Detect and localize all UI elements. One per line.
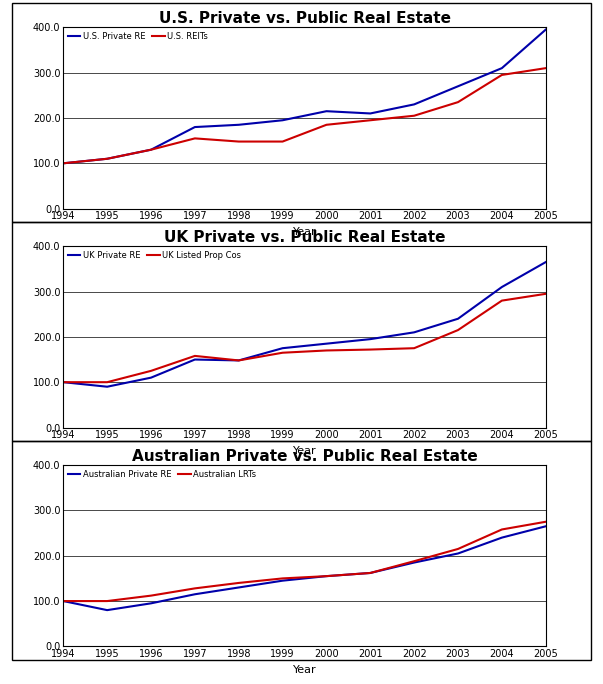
UK Private RE	[323, 339, 330, 347]
Australian LRTs	[279, 575, 286, 583]
U.S. Private RE	[147, 146, 154, 154]
Line: UK Private RE: UK Private RE	[63, 262, 546, 386]
U.S. Private RE	[542, 25, 549, 34]
UK Listed Prop Cos	[367, 345, 374, 354]
Line: U.S. REITs: U.S. REITs	[63, 68, 546, 163]
Australian Private RE	[279, 577, 286, 585]
UK Private RE	[367, 335, 374, 343]
Australian LRTs	[367, 569, 374, 577]
U.S. Private RE	[367, 109, 374, 118]
Australian LRTs	[191, 584, 198, 592]
Australian Private RE	[498, 534, 505, 542]
U.S. Private RE	[104, 155, 111, 163]
X-axis label: Year: Year	[292, 446, 317, 456]
UK Private RE	[498, 283, 505, 291]
UK Private RE	[104, 382, 111, 391]
Australian LRTs	[542, 518, 549, 526]
UK Private RE	[191, 356, 198, 364]
U.S. REITs	[542, 64, 549, 73]
UK Private RE	[235, 356, 242, 365]
Legend: UK Private RE, UK Listed Prop Cos: UK Private RE, UK Listed Prop Cos	[65, 248, 244, 263]
Title: U.S. Private vs. Public Real Estate: U.S. Private vs. Public Real Estate	[159, 11, 450, 26]
Australian Private RE	[60, 597, 67, 605]
U.S. REITs	[323, 120, 330, 129]
U.S. REITs	[279, 137, 286, 146]
Title: Australian Private vs. Public Real Estate: Australian Private vs. Public Real Estat…	[131, 449, 478, 464]
U.S. Private RE	[235, 120, 242, 129]
X-axis label: Year: Year	[292, 665, 317, 674]
U.S. REITs	[104, 155, 111, 163]
UK Private RE	[147, 373, 154, 382]
Australian LRTs	[323, 572, 330, 580]
U.S. Private RE	[411, 101, 418, 109]
U.S. Private RE	[455, 82, 462, 90]
UK Listed Prop Cos	[191, 352, 198, 360]
U.S. Private RE	[323, 107, 330, 116]
UK Listed Prop Cos	[235, 356, 242, 365]
Australian LRTs	[235, 579, 242, 587]
Australian Private RE	[323, 572, 330, 580]
Australian Private RE	[147, 599, 154, 607]
U.S. REITs	[60, 159, 67, 168]
Australian Private RE	[542, 522, 549, 530]
Legend: Australian Private RE, Australian LRTs: Australian Private RE, Australian LRTs	[65, 466, 259, 482]
Australian LRTs	[60, 597, 67, 605]
Australian LRTs	[411, 557, 418, 565]
Australian LRTs	[455, 545, 462, 553]
Australian LRTs	[498, 525, 505, 534]
Australian Private RE	[411, 558, 418, 566]
U.S. REITs	[498, 71, 505, 79]
UK Listed Prop Cos	[411, 344, 418, 352]
U.S. Private RE	[498, 64, 505, 73]
U.S. REITs	[367, 116, 374, 124]
Australian Private RE	[235, 583, 242, 592]
U.S. REITs	[147, 146, 154, 154]
Australian Private RE	[367, 569, 374, 577]
U.S. REITs	[455, 98, 462, 106]
UK Private RE	[411, 328, 418, 337]
UK Listed Prop Cos	[542, 290, 549, 298]
UK Listed Prop Cos	[147, 367, 154, 375]
Line: UK Listed Prop Cos: UK Listed Prop Cos	[63, 294, 546, 382]
U.S. REITs	[411, 111, 418, 120]
Australian LRTs	[147, 592, 154, 600]
Australian Private RE	[455, 549, 462, 557]
Line: Australian LRTs: Australian LRTs	[63, 522, 546, 601]
UK Private RE	[279, 344, 286, 352]
UK Private RE	[60, 378, 67, 386]
UK Private RE	[455, 315, 462, 323]
U.S. Private RE	[191, 123, 198, 131]
Legend: U.S. Private RE, U.S. REITs: U.S. Private RE, U.S. REITs	[65, 29, 211, 44]
UK Listed Prop Cos	[498, 297, 505, 305]
Title: UK Private vs. Public Real Estate: UK Private vs. Public Real Estate	[164, 230, 445, 245]
Line: U.S. Private RE: U.S. Private RE	[63, 29, 546, 163]
U.S. REITs	[191, 134, 198, 142]
U.S. Private RE	[60, 159, 67, 168]
U.S. REITs	[235, 137, 242, 146]
UK Listed Prop Cos	[104, 378, 111, 386]
Line: Australian Private RE: Australian Private RE	[63, 526, 546, 610]
UK Listed Prop Cos	[60, 378, 67, 386]
UK Private RE	[542, 258, 549, 266]
UK Listed Prop Cos	[279, 349, 286, 357]
UK Listed Prop Cos	[323, 346, 330, 354]
Australian Private RE	[104, 606, 111, 614]
UK Listed Prop Cos	[455, 326, 462, 334]
X-axis label: Year: Year	[292, 227, 317, 237]
Australian Private RE	[191, 590, 198, 598]
Australian LRTs	[104, 597, 111, 605]
U.S. Private RE	[279, 116, 286, 124]
